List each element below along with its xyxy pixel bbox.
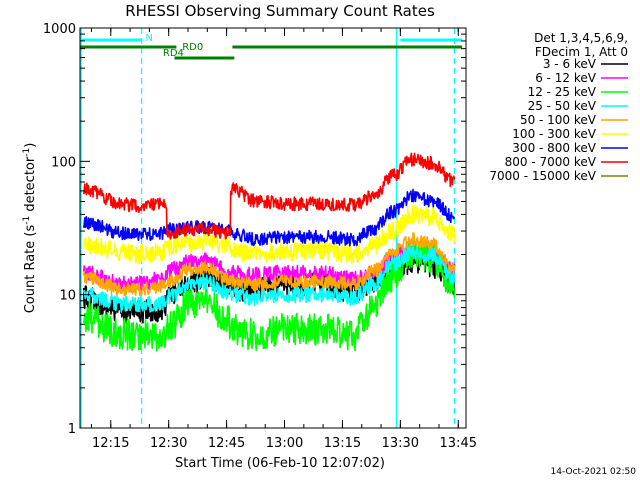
series-line-6 [82,188,456,247]
chart-title: RHESSI Observing Summary Count Rates [125,2,435,20]
legend-entry-8: 7000 - 15000 keV [489,169,596,183]
legend-entry-4: 50 - 100 keV [520,113,597,127]
legend-entry-1: 6 - 12 keV [535,71,597,85]
legend-entry-7: 800 - 7000 keV [505,155,597,169]
legend-header-0: Det 1,3,4,5,6,9, [534,31,628,45]
y-tick-label: 1 [68,422,76,437]
legend-entry-0: 3 - 6 keV [543,57,597,71]
legend-entry-6: 300 - 800 keV [512,141,596,155]
series-line-7 [82,152,456,240]
annotation-label-0: N [146,33,153,44]
x-tick-label: 12:30 [150,436,187,451]
series-line-5 [82,205,456,265]
legend-header-1: FDecim 1, Att 0 [535,45,628,59]
x-axis-label: Start Time (06-Feb-10 12:07:02) [175,456,385,471]
y-axis: 1 10 100 1000 [43,22,466,437]
timestamp: 14-Oct-2021 02:50 [551,467,637,477]
plot-area [80,28,456,428]
x-axis: 12:15 12:30 12:45 13:00 13:15 13:30 13:45 [90,28,477,451]
series-line-2 [82,238,456,352]
legend: Det 1,3,4,5,6,9,FDecim 1, Att 03 - 6 keV… [489,31,628,183]
x-tick-label: 13:30 [382,436,419,451]
y-tick-label: 1000 [43,22,76,37]
y-axis-label: Count Rate (s-1 detector-1) [22,143,38,314]
annotation-label-2: RD0 [182,42,203,53]
legend-entry-2: 12 - 25 keV [528,85,597,99]
legend-entry-3: 25 - 50 keV [528,99,597,113]
annotation-label-4: RD4 [163,48,184,59]
x-tick-label: 13:00 [266,436,303,451]
x-tick-label: 12:45 [208,436,245,451]
x-tick-label: 12:15 [92,436,129,451]
plot-frame [79,27,467,429]
x-tick-label: 13:45 [440,436,477,451]
series-line-4 [82,232,456,297]
y-tick-label: 100 [51,155,76,170]
series-line-3 [82,244,456,313]
y-tick-label: 10 [59,289,76,304]
legend-entry-5: 100 - 300 keV [512,127,596,141]
x-tick-label: 13:15 [324,436,361,451]
